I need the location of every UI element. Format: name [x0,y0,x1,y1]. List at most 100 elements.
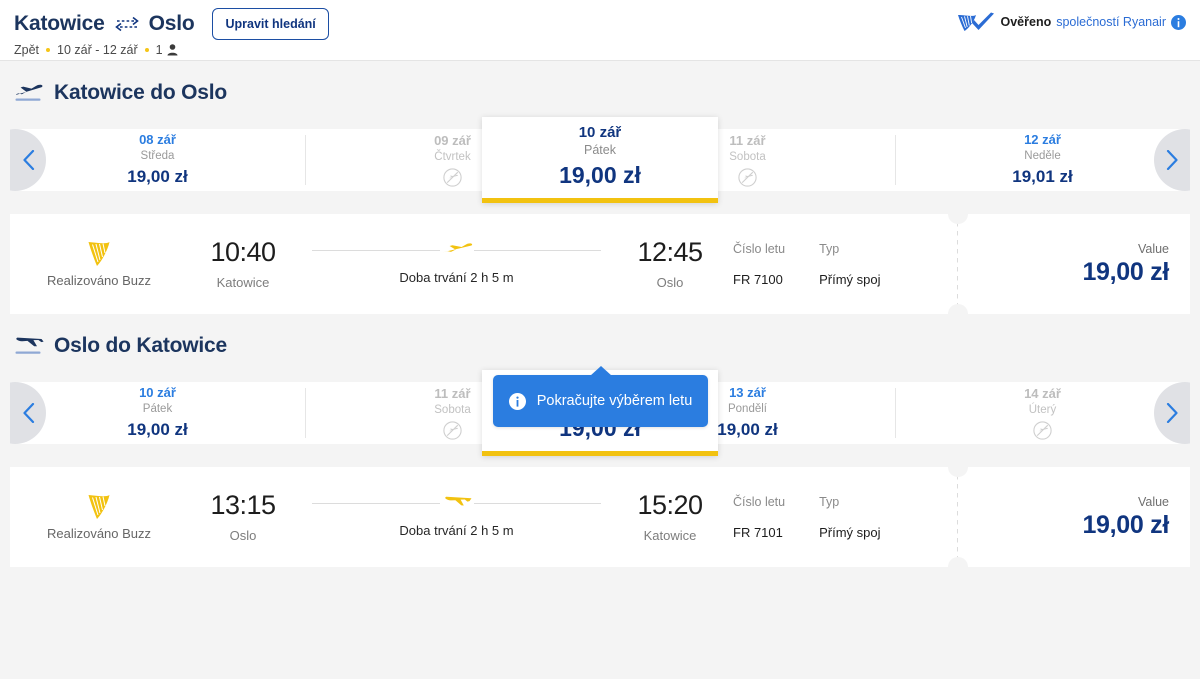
verified-rest-text: společností Ryanair [1056,15,1166,29]
inbound-departure: 13:15 Oslo [188,490,298,543]
outbound-flight-card[interactable]: Realizováno Buzz 10:40 Katowice Doba trv… [10,214,1190,314]
inbound-flight-number-value: FR 7101 [733,524,783,540]
inbound-departure-time: 13:15 [210,490,276,520]
inbound-fare-price: 19,00 zł [1082,510,1169,539]
inbound-flight-number-label: Číslo letu [733,494,786,509]
passenger-count: 1 [156,43,178,57]
edit-search-button[interactable]: Upravit hledání [212,8,329,40]
inbound-type-col: Typ Přímý spoj [819,495,880,540]
inbound-type-value: Přímý spoj [819,524,881,540]
outbound-date-strip-wrap: 08 zář Středa 19,00 zł 09 zář Čtvrtek 10 zář P… [10,117,1190,203]
date-price: 19,00 zł [127,419,188,439]
person-icon [167,44,178,56]
outbound-ticket-divider [947,214,968,314]
tooltip-text: Pokračujte výběrem letu [536,393,693,409]
date-weekday: Pátek [142,403,173,416]
outbound-next-dates-button[interactable] [1144,129,1190,191]
date-day: 09 zář [434,132,471,148]
inbound-next-dates-button[interactable] [1144,382,1190,444]
date-option-1[interactable]: 08 zář Středa 19,00 zł [10,129,305,191]
date-option-5[interactable]: 14 zář Úterý [895,382,1190,444]
chevron-right-icon [1154,382,1190,444]
inbound-airline: Realizováno Buzz [10,493,188,541]
date-option-1[interactable]: 10 zář Pátek 19,00 zł [10,382,305,444]
outbound-prev-dates-button[interactable] [10,129,56,191]
inbound-heading: Oslo do Katowice [10,314,1190,370]
outbound-departure-time: 10:40 [210,237,276,267]
verified-bold-text: Ověřeno [1000,15,1052,29]
date-weekday: Sobota [729,150,766,163]
inbound-flight-line [312,496,601,510]
date-day: 11 zář [434,385,471,401]
date-weekday: Čtvrtek [434,150,471,163]
outbound-heading: Katowice do Oslo [10,61,1190,117]
outbound-fare-label: Value [1137,241,1169,256]
outbound-flight-number-value: FR 7100 [733,271,783,287]
inbound-duration-block: Doba trvání 2 h 5 m [298,496,615,538]
inbound-arrival: 15:20 Katowice [615,492,725,543]
date-option-5[interactable]: 12 zář Neděle 19,01 zł [895,129,1190,191]
date-option-3[interactable]: 10 zář Pátek 19,00 zł [482,117,718,203]
search-summary: Zpět 10 zář - 12 zář 1 [14,43,1186,57]
landing-plane-icon [14,335,44,357]
date-weekday: Středa [140,150,175,163]
ryanair-harp-gold-icon [86,240,112,267]
date-weekday: Neděle [1024,150,1061,163]
takeoff-plane-icon [14,82,44,104]
info-circle-icon[interactable] [1171,14,1186,30]
date-weekday: Sobota [434,403,471,416]
outbound-type-value: Přímý spoj [819,271,881,287]
date-weekday: Úterý [1028,403,1057,416]
select-flight-tooltip: Pokračujte výběrem letu [493,375,708,427]
chevron-left-icon [10,129,46,191]
date-range-label: 10 zář - 12 zář [57,43,138,57]
inbound-flight-number-col: Číslo letu FR 7101 [733,495,785,540]
outbound-duration-text: Doba trvání 2 h 5 m [399,270,514,285]
outbound-departure: 10:40 Katowice [188,237,298,290]
inbound-prev-dates-button[interactable] [10,382,56,444]
outbound-type-label: Typ [819,241,840,256]
inbound-operated-by: Realizováno Buzz [46,526,152,541]
outbound-flight-number-col: Číslo letu FR 7100 [733,242,785,287]
notch-top [947,214,968,224]
outbound-fare-price: 19,00 zł [1082,257,1169,286]
inbound-arrival-city: Katowice [643,528,697,543]
dashed-line [957,222,958,306]
dashed-line [957,475,958,559]
outbound-type-col: Typ Přímý spoj [819,242,880,287]
date-day: 12 zář [1024,132,1061,148]
date-day: 10 zář [139,385,176,401]
date-weekday: Pátek [584,143,616,158]
inbound-flight-card[interactable]: Realizováno Buzz 13:15 Oslo Doba trvání … [10,467,1190,567]
page-header: Katowice Oslo Upravit hledání Zpět 10 zá… [0,0,1200,61]
outbound-flight-number-label: Číslo letu [733,241,786,256]
date-option-2[interactable]: 11 zář Sobota [305,382,600,444]
outbound-fare-button[interactable]: Value 19,00 zł [958,242,1190,287]
chevron-left-icon [10,382,46,444]
date-price: 19,00 zł [559,161,641,188]
origin-city: Katowice [14,12,105,35]
outbound-date-strip: 08 zář Středa 19,00 zł 09 zář Čtvrtek 10 zář P… [10,117,1190,203]
notch-top [947,467,968,477]
no-flight-icon [738,165,757,187]
outbound-arrival: 12:45 Oslo [615,237,725,290]
outbound-arrival-time: 12:45 [637,237,703,267]
ryanair-harp-icon [956,13,978,32]
trip-type-label: Zpět [14,43,40,57]
blue-check-icon [971,12,996,32]
inbound-section: Oslo do Katowice 10 zář Pátek 19,00 zł 11 z… [0,314,1200,567]
inbound-duration-text: Doba trvání 2 h 5 m [399,523,514,538]
notch-bottom [947,557,968,567]
inbound-departure-city: Oslo [229,528,257,543]
separator-dot-icon [46,48,51,52]
date-price: 19,01 zł [1012,166,1073,186]
date-option-2[interactable]: 09 zář Čtvrtek [305,129,600,191]
outbound-operated-by: Realizováno Buzz [46,273,152,288]
date-price: 19,00 zł [717,419,778,439]
round-trip-arrows-icon [114,16,140,32]
date-day: 10 zář [578,124,622,142]
inbound-fare-button[interactable]: Value 19,00 zł [958,495,1190,540]
date-day: 14 zář [1024,385,1061,401]
no-flight-icon [443,165,462,187]
date-option-4[interactable]: 13 zář Pondělí 19,00 zł [600,382,895,444]
